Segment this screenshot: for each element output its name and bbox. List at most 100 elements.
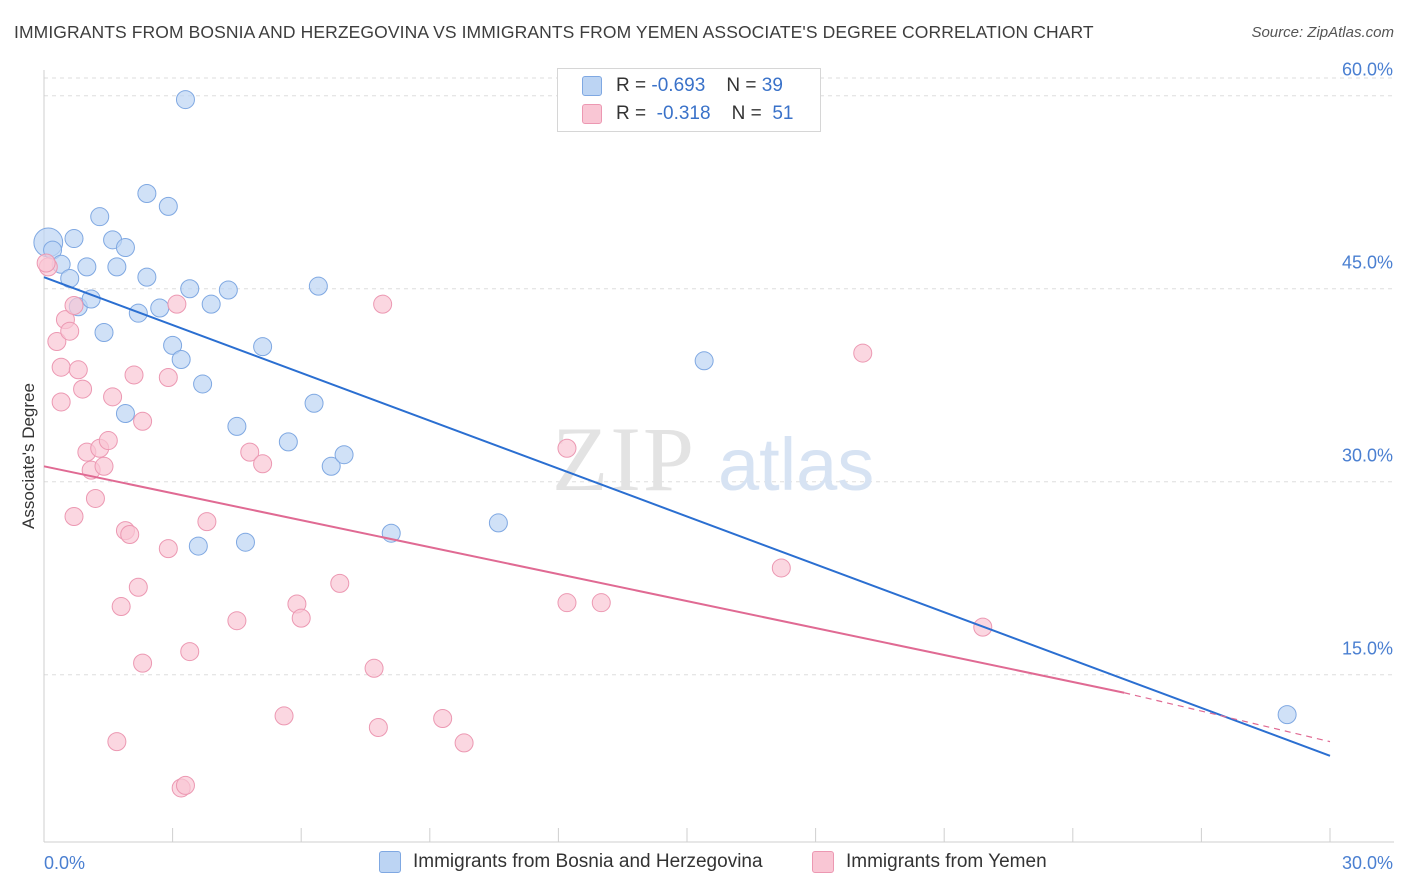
- point-bosnia: [180, 279, 200, 299]
- point-bosnia: [175, 90, 195, 110]
- correlation-legend: R = -0.693 N = 39 R = -0.318 N = 51: [557, 68, 821, 132]
- legend-item-yemen: Immigrants from Yemen: [812, 851, 1047, 873]
- point-yemen: [124, 365, 144, 385]
- legend-row-yemen: R = -0.318 N = 51: [558, 100, 793, 128]
- legend-r-label: R =: [616, 103, 647, 124]
- point-bosnia: [278, 432, 298, 452]
- point-bosnia: [115, 238, 135, 258]
- point-yemen: [73, 379, 93, 399]
- watermark: ZIP atlas: [552, 408, 874, 510]
- point-yemen: [158, 539, 178, 559]
- point-yemen: [133, 411, 153, 431]
- y-tick-label: 45.0%: [1342, 253, 1393, 273]
- point-yemen: [253, 454, 273, 474]
- series-legend: Immigrants from Bosnia and Herzegovina I…: [0, 851, 1406, 879]
- point-bosnia: [107, 257, 127, 277]
- point-yemen: [454, 733, 474, 753]
- point-yemen: [368, 717, 388, 737]
- chart-title: IMMIGRANTS FROM BOSNIA AND HERZEGOVINA V…: [14, 22, 1094, 42]
- trend-line-bosnia: [43, 276, 1331, 757]
- legend-r-value: -0.693: [651, 75, 706, 96]
- point-bosnia: [77, 257, 97, 277]
- point-bosnia: [488, 513, 508, 533]
- point-yemen: [330, 573, 350, 593]
- point-yemen: [47, 331, 67, 351]
- legend-r-value: -0.318: [656, 103, 711, 124]
- legend-swatch-bosnia: [379, 851, 401, 873]
- point-yemen: [51, 392, 71, 412]
- point-yemen: [373, 294, 393, 314]
- grid-lines: [44, 77, 1394, 676]
- watermark-atlas: atlas: [718, 423, 874, 506]
- point-bosnia: [64, 229, 84, 249]
- point-yemen: [227, 611, 247, 631]
- legend-swatch-yemen: [812, 851, 834, 873]
- y-axis-label: Associate's Degree: [19, 383, 38, 529]
- point-bosnia: [94, 322, 114, 342]
- point-yemen: [291, 608, 311, 628]
- point-bosnia: [321, 456, 341, 476]
- y-tick-label: 15.0%: [1342, 639, 1393, 659]
- x-tick-label: 30.0%: [1342, 853, 1393, 873]
- point-bosnia: [694, 351, 714, 371]
- point-yemen: [94, 456, 114, 476]
- point-bosnia: [308, 276, 328, 296]
- point-yemen: [167, 294, 187, 314]
- point-bosnia: [163, 335, 183, 355]
- point-bosnia: [150, 298, 170, 318]
- point-yemen: [68, 360, 88, 380]
- legend-n-value: 51: [772, 103, 794, 124]
- point-bosnia: [115, 404, 135, 424]
- point-bosnia: [193, 374, 213, 394]
- point-yemen: [133, 653, 153, 673]
- legend-row-bosnia: R = -0.693 N = 39: [558, 72, 783, 100]
- point-yemen: [197, 512, 217, 532]
- point-bosnia: [90, 207, 110, 227]
- point-bosnia: [158, 196, 178, 216]
- point-bosnia: [218, 280, 238, 300]
- point-bosnia: [137, 267, 157, 287]
- point-yemen: [98, 431, 118, 451]
- watermark-zip: ZIP: [552, 408, 696, 510]
- point-yemen: [51, 357, 71, 377]
- point-bosnia: [227, 416, 247, 436]
- point-yemen: [240, 442, 260, 462]
- point-bosnia: [304, 393, 324, 413]
- point-yemen: [103, 387, 123, 407]
- trend-line-extension-yemen: [1124, 692, 1331, 743]
- point-yemen: [85, 488, 105, 508]
- legend-swatch-yemen: [582, 104, 602, 124]
- point-yemen: [128, 577, 148, 597]
- legend-label-bosnia: Immigrants from Bosnia and Herzegovina: [413, 851, 763, 872]
- source-label: Source: ZipAtlas.com: [1251, 24, 1394, 41]
- point-bosnia: [188, 536, 208, 556]
- point-yemen: [274, 706, 294, 726]
- point-bosnia: [235, 532, 255, 552]
- point-yemen: [557, 438, 577, 458]
- legend-item-bosnia: Immigrants from Bosnia and Herzegovina: [379, 851, 763, 873]
- legend-r-label: R =: [616, 75, 647, 96]
- point-yemen: [64, 506, 84, 526]
- legend-n-label: N =: [731, 103, 762, 124]
- point-yemen: [853, 343, 873, 363]
- point-yemen: [433, 708, 453, 728]
- point-bosnia: [171, 350, 191, 369]
- trend-line-yemen: [43, 465, 1125, 694]
- axes: [43, 70, 1394, 843]
- point-yemen: [107, 732, 127, 752]
- point-yemen: [771, 558, 791, 578]
- point-yemen: [64, 295, 84, 315]
- legend-label-yemen: Immigrants from Yemen: [846, 851, 1047, 872]
- point-yemen: [175, 775, 195, 795]
- y-tick-label: 60.0%: [1342, 60, 1393, 80]
- data-points: [33, 90, 1297, 798]
- point-yemen: [111, 597, 131, 617]
- point-yemen: [364, 658, 384, 678]
- legend-swatch-bosnia: [582, 76, 602, 96]
- point-yemen: [158, 368, 178, 388]
- point-bosnia: [334, 445, 354, 465]
- point-bosnia: [137, 184, 157, 204]
- point-yemen: [557, 593, 577, 613]
- tick-labels: 15.0% 30.0% 45.0% 60.0% 0.0% 30.0%: [44, 60, 1393, 873]
